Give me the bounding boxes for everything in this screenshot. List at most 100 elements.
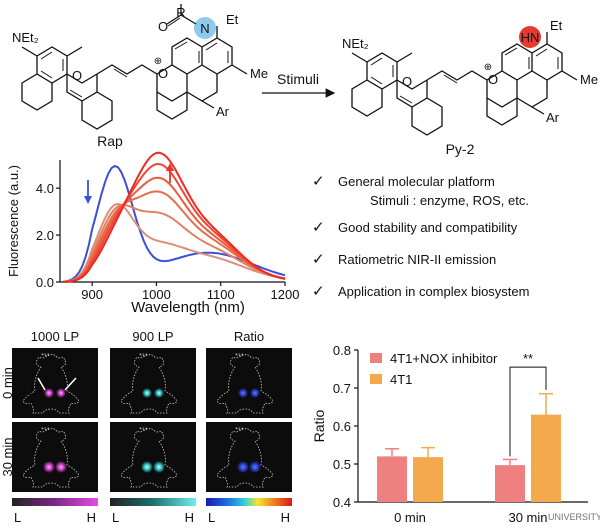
imaging-tile-background <box>206 422 292 492</box>
amine-bond <box>21 46 38 57</box>
emission-spectrum-plot: 900 1000 1100 1200 0.0 2.0 4.0 Fluorescence (a… <box>6 151 300 316</box>
positive-charge-label: ⊕ <box>484 62 492 73</box>
legend-label: 4T1+NOX inhibitor <box>390 351 498 366</box>
benzene-ring-left-double-bonds <box>40 51 64 79</box>
imaging-tile <box>110 348 196 418</box>
methyl-label: Me <box>250 66 268 81</box>
pointer-arrow-left <box>37 377 46 391</box>
mouse-outline <box>216 427 274 488</box>
feature-item: ✓ Ratiometric NIR-II emission <box>312 251 496 268</box>
cyclohexene-ring-left <box>81 91 113 130</box>
amine-nitrogen-highlight <box>519 26 541 48</box>
imaging-tile-background <box>110 422 196 492</box>
legend-swatch <box>370 374 382 384</box>
spectrum-y-tick-label: 0.0 <box>36 275 54 290</box>
polymethine-double <box>443 74 458 84</box>
rap-label: Rap <box>97 133 123 149</box>
tumor-signal-left <box>44 388 54 398</box>
colorbar <box>110 498 196 506</box>
amide-nitrogen-highlight <box>194 17 216 39</box>
tumor-signal-right <box>55 461 67 473</box>
control-label: Control <box>84 363 94 392</box>
tumor-signal-left <box>237 461 249 473</box>
benzene-ring-right-double <box>205 42 229 63</box>
xanthene-double <box>399 95 413 104</box>
imaging-panel: 1000 LP 900 LP Ratio 0 min 30 min Dicoumarol C… <box>0 329 292 525</box>
legend-label: 4T1 <box>390 372 412 387</box>
spectrum-x-tick-label: 1200 <box>271 287 300 302</box>
legend-swatch <box>370 353 382 363</box>
spectrum-curves <box>63 151 286 283</box>
increase-arrow-head <box>166 163 174 171</box>
feature-item: ✓ General molecular platform Stimuli : enz… <box>312 173 529 208</box>
feature-item: ✓ Good stability and compatibility <box>312 219 518 236</box>
imaging-tile <box>206 348 292 418</box>
significance-bracket <box>509 366 547 457</box>
spectrum-x-tick-label: 1000 <box>142 287 171 302</box>
cyclohexene-ring-left <box>411 97 443 136</box>
imaging-tile <box>12 422 98 492</box>
bar <box>495 465 525 502</box>
imaging-column-header: 1000 LP <box>31 329 79 344</box>
bar <box>377 456 407 502</box>
imaging-tile: Dicoumarol Control <box>12 348 98 418</box>
check-icon: ✓ <box>312 283 325 300</box>
net2-label: NEt₂ <box>342 36 369 51</box>
spectrum-x-label: Wavelength (nm) <box>131 299 245 316</box>
feature-text: Good stability and compatibility <box>338 220 518 235</box>
benzo-extension <box>21 73 53 111</box>
colorbar <box>12 498 98 506</box>
spectrum-ticks: 900 1000 1100 1200 0.0 2.0 4.0 <box>36 181 300 302</box>
tumor-signal-left <box>238 388 248 398</box>
oxygen-plus-label: O <box>488 72 498 87</box>
colorbar <box>206 498 292 506</box>
spectrum-x-tick-label: 900 <box>81 287 103 302</box>
carbonyl-bond <box>166 14 182 25</box>
amide-nitrogen-label: N <box>200 21 209 36</box>
check-icon: ✓ <box>312 251 325 268</box>
methyl-label: Me <box>580 72 598 87</box>
ar-bond <box>201 100 215 109</box>
amine-bond <box>351 52 368 63</box>
bar-y-tick-label: 0.6 <box>333 419 351 434</box>
bar-y-tick-label: 0.5 <box>333 457 351 472</box>
imaging-tile-background <box>12 348 98 418</box>
tumor-signal-right <box>250 388 260 398</box>
check-icon: ✓ <box>312 219 325 236</box>
feature-text: Application in complex biosystem <box>338 284 529 299</box>
pyrylium-ring <box>171 37 203 75</box>
tumor-signal-left <box>142 388 152 398</box>
feature-text: Ratiometric NIR-II emission <box>338 252 496 267</box>
me-bond <box>561 70 578 81</box>
colorbar-high-label: H <box>281 510 290 525</box>
imaging-tile <box>110 422 196 492</box>
spectrum-y-tick-label: 4.0 <box>36 181 54 196</box>
bar-y-label: Ratio <box>311 409 327 442</box>
tumor-signal-left <box>43 461 55 473</box>
xanthene-double <box>69 89 83 98</box>
positive-charge-label: ⊕ <box>154 56 162 67</box>
imaging-column-header: Ratio <box>234 329 264 344</box>
imaging-column-header: 900 LP <box>132 329 173 344</box>
reaction-arrow-label: Stimuli <box>277 71 319 87</box>
polymethine-bridge <box>96 64 158 75</box>
aryl-label: Ar <box>546 110 560 125</box>
feature-list: ✓ General molecular platform Stimuli : enz… <box>312 173 529 300</box>
significance-label: ** <box>523 351 533 366</box>
spectrum-y-tick-label: 2.0 <box>36 228 54 243</box>
mouse-outline <box>216 353 274 414</box>
spectrum-x-tick-label: 1100 <box>207 287 235 302</box>
polymethine-double <box>113 68 128 78</box>
imaging-tile-background <box>12 422 98 492</box>
benzene-ring-right <box>531 43 563 81</box>
colorbar-high-label: H <box>185 510 194 525</box>
spectrum-y-label: Fluorescence (a.u.) <box>6 165 21 277</box>
ratio-bar-chart: 0.4 0.5 0.6 0.7 0.8 Ratio 0 min 30 min ** 4T1+NOX… <box>311 343 588 525</box>
bar <box>531 414 561 502</box>
pyran-ring <box>396 52 428 90</box>
imaging-row-label: 30 min <box>0 437 15 476</box>
polymethine-bridge <box>426 70 488 81</box>
cyclohexene-lower-right <box>486 98 518 126</box>
